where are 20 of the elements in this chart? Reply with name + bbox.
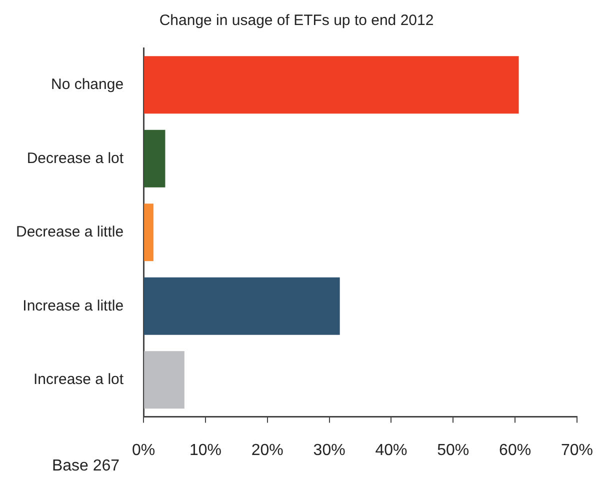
x-tick-label: 20%	[251, 442, 284, 459]
bar	[144, 351, 184, 409]
chart-title: Change in usage of ETFs up to end 2012	[159, 12, 434, 30]
y-tick-label: Decrease a little	[16, 224, 124, 241]
bar	[144, 277, 340, 335]
y-tick-label: Increase a little	[22, 297, 124, 314]
x-tick-label: 0%	[132, 442, 156, 459]
bar	[144, 56, 519, 114]
bar	[144, 130, 166, 188]
x-tick-label: 50%	[437, 442, 470, 459]
y-tick-label: Increase a lot	[33, 371, 124, 388]
x-tick-label: 10%	[189, 442, 222, 459]
x-tick-label: 70%	[560, 442, 594, 459]
text: Base 267	[52, 457, 120, 474]
bar	[144, 204, 154, 262]
y-tick-label: Decrease a lot	[26, 150, 124, 167]
x-tick-label: 40%	[375, 442, 408, 459]
x-tick-label: 60%	[499, 442, 532, 459]
y-tick-label: No change	[50, 76, 124, 94]
x-tick-label: 30%	[313, 442, 346, 459]
